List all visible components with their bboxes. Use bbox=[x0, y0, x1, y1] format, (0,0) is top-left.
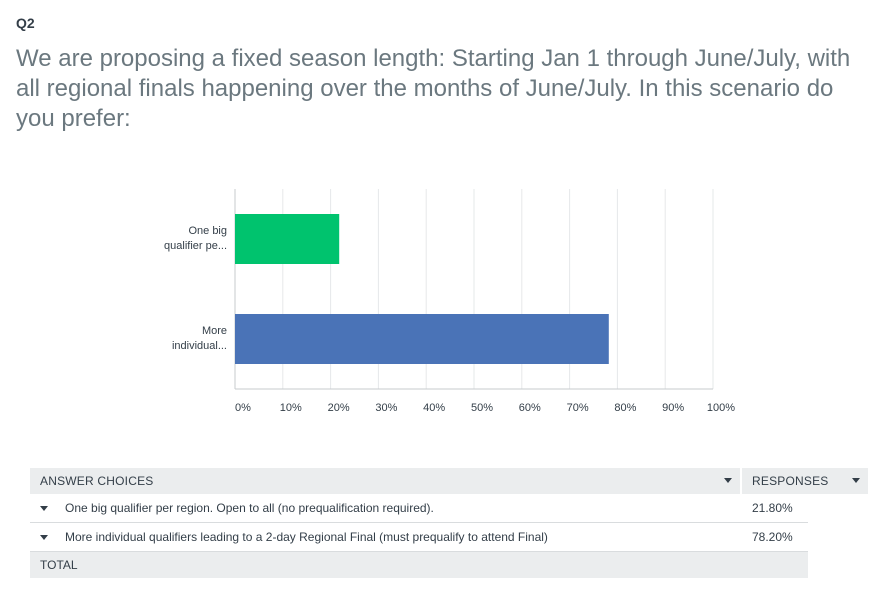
x-tick-label: 10% bbox=[280, 402, 302, 414]
question-number: Q2 bbox=[16, 15, 35, 31]
expand-caret-icon[interactable] bbox=[40, 535, 48, 540]
total-row: TOTAL bbox=[30, 552, 808, 578]
x-tick-label: 50% bbox=[471, 402, 493, 414]
responses-header[interactable]: RESPONSES bbox=[742, 468, 868, 494]
bar[interactable] bbox=[235, 214, 340, 264]
bar-chart: 0% 10% 20% 30% 40% 50% 60% 70% 80% 90% 100% One big… bbox=[164, 189, 735, 414]
sort-caret-icon[interactable] bbox=[852, 478, 860, 483]
response-percent: 78.20% bbox=[752, 530, 793, 544]
answer-choices-header-label: ANSWER CHOICES bbox=[40, 474, 154, 488]
answer-choices-header[interactable]: ANSWER CHOICES bbox=[30, 468, 740, 494]
table-row: One big qualifier per region. Open to al… bbox=[30, 494, 808, 523]
category-label: One big qualifier pe... bbox=[164, 225, 227, 252]
answer-choice-text: One big qualifier per region. Open to al… bbox=[65, 501, 434, 515]
total-label: TOTAL bbox=[40, 558, 78, 572]
bar[interactable] bbox=[235, 314, 609, 364]
x-tick-label: 20% bbox=[328, 402, 350, 414]
x-tick-label: 60% bbox=[519, 402, 541, 414]
expand-caret-icon[interactable] bbox=[40, 506, 48, 511]
answer-choice-text: More individual qualifiers leading to a … bbox=[65, 530, 548, 544]
x-tick-label: 40% bbox=[423, 402, 445, 414]
x-tick-label: 90% bbox=[662, 402, 684, 414]
x-tick-label: 100% bbox=[707, 402, 735, 414]
answer-table: ANSWER CHOICES RESPONSES One big qualifi… bbox=[30, 468, 870, 578]
question-title: We are proposing a fixed season length: … bbox=[16, 45, 851, 132]
x-tick-label: 80% bbox=[614, 402, 636, 414]
response-percent: 21.80% bbox=[752, 501, 793, 515]
x-tick-label: 70% bbox=[567, 402, 589, 414]
sort-caret-icon[interactable] bbox=[724, 478, 732, 483]
x-tick-label: 30% bbox=[375, 402, 397, 414]
table-row: More individual qualifiers leading to a … bbox=[30, 523, 808, 552]
category-label: More individual... bbox=[172, 325, 227, 352]
responses-header-label: RESPONSES bbox=[752, 474, 829, 488]
table-header: ANSWER CHOICES RESPONSES bbox=[30, 468, 870, 494]
x-tick-label: 0% bbox=[235, 402, 251, 414]
